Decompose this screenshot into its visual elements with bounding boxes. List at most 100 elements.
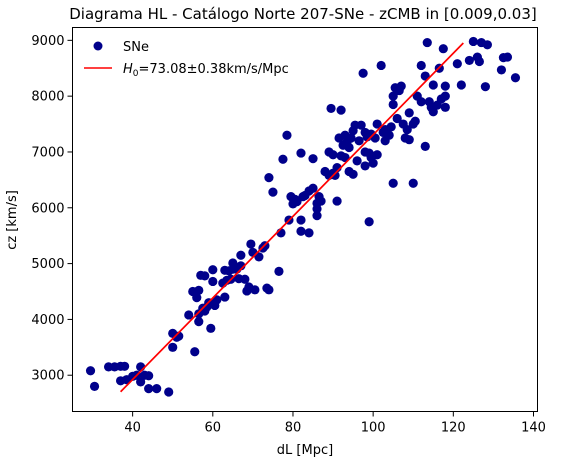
legend-marker-sne bbox=[93, 41, 103, 51]
sne-point bbox=[328, 150, 338, 160]
sne-point bbox=[388, 91, 398, 101]
sne-point bbox=[326, 103, 336, 114]
sne-point bbox=[264, 173, 274, 183]
sne-point bbox=[416, 97, 426, 107]
sne-point bbox=[404, 135, 414, 145]
axis-ticks: 40 60 80 100 120 140 3000 4000 5000 6000 7000 8000 9… bbox=[31, 34, 545, 436]
sne-point bbox=[420, 141, 430, 151]
y-tick-label: 5000 bbox=[31, 257, 64, 272]
sne-point bbox=[346, 133, 356, 143]
x-tick-label: 60 bbox=[205, 421, 222, 436]
sne-point bbox=[440, 81, 450, 91]
sne-point bbox=[296, 226, 306, 236]
sne-point bbox=[208, 265, 218, 275]
sne-point bbox=[388, 99, 398, 110]
sne-point bbox=[416, 60, 426, 71]
sne-point bbox=[368, 158, 378, 168]
sne-point bbox=[296, 148, 306, 158]
sne-point bbox=[250, 285, 260, 295]
sne-point bbox=[194, 317, 204, 327]
sne-point bbox=[194, 285, 204, 295]
sne-point bbox=[85, 366, 96, 376]
sne-point bbox=[296, 215, 306, 225]
sne-point bbox=[144, 371, 154, 381]
sne-point bbox=[312, 204, 322, 214]
sne-point bbox=[386, 122, 396, 132]
sne-point bbox=[152, 384, 162, 394]
y-tick-label: 6000 bbox=[31, 201, 64, 216]
sne-point bbox=[402, 125, 412, 135]
sne-point bbox=[330, 170, 340, 181]
sne-point bbox=[364, 217, 374, 227]
sne-point bbox=[370, 133, 380, 143]
sne-point bbox=[308, 154, 318, 164]
sne-point bbox=[200, 271, 210, 281]
sne-point bbox=[464, 55, 474, 66]
sne-point bbox=[274, 266, 284, 277]
sne-point bbox=[144, 384, 154, 394]
x-tick-label: 100 bbox=[361, 421, 386, 436]
sne-point bbox=[212, 295, 222, 305]
sne-point bbox=[348, 169, 358, 179]
x-tick-label: 80 bbox=[285, 421, 302, 436]
legend-box bbox=[78, 33, 310, 85]
y-tick-label: 4000 bbox=[31, 313, 64, 328]
sne-point bbox=[120, 361, 130, 371]
sne-point bbox=[282, 130, 292, 140]
sne-point bbox=[456, 80, 466, 90]
sne-point bbox=[404, 108, 414, 118]
sne-point bbox=[89, 381, 100, 391]
legend-label-fit-sub: 0 bbox=[133, 69, 139, 79]
sne-point bbox=[356, 120, 366, 130]
legend-label-sne: SNe bbox=[123, 40, 149, 55]
sne-point bbox=[428, 107, 438, 117]
sne-point bbox=[192, 293, 202, 303]
sne-point bbox=[308, 183, 318, 193]
x-tick-label: 120 bbox=[441, 421, 466, 436]
fit-line-group bbox=[119, 42, 464, 393]
sne-point bbox=[316, 196, 326, 206]
sne-point bbox=[474, 56, 484, 67]
plot-frame bbox=[72, 27, 538, 412]
sne-point bbox=[190, 347, 200, 357]
sne-point bbox=[422, 37, 432, 48]
legend-label-fit: H0=73.08±0.38km/s/Mpc bbox=[123, 62, 289, 79]
sne-point bbox=[384, 130, 394, 140]
sne-point bbox=[344, 142, 354, 153]
sne-point bbox=[264, 285, 274, 295]
y-tick-label: 9000 bbox=[31, 34, 64, 49]
y-tick-label: 7000 bbox=[31, 145, 64, 160]
sne-point bbox=[312, 210, 322, 221]
y-tick-label: 3000 bbox=[31, 369, 64, 384]
sne-point bbox=[358, 68, 368, 78]
sne-point bbox=[332, 196, 342, 206]
legend-label-fit-rest: =73.08±0.38km/s/Mpc bbox=[139, 62, 289, 77]
hubble-fit-line bbox=[119, 42, 464, 393]
sne-point bbox=[220, 292, 230, 302]
sne-point bbox=[240, 274, 250, 284]
sne-point bbox=[396, 81, 406, 91]
sne-point bbox=[304, 228, 314, 238]
sne-point bbox=[206, 323, 216, 333]
legend-label-fit-main: H bbox=[123, 62, 133, 77]
sne-point bbox=[482, 40, 492, 50]
sne-point bbox=[354, 136, 364, 146]
sne-point bbox=[184, 310, 194, 320]
sne-point bbox=[236, 250, 246, 260]
sne-point bbox=[502, 52, 513, 62]
sne-point bbox=[164, 387, 174, 397]
sne-point bbox=[428, 80, 438, 90]
sne-point bbox=[468, 36, 478, 47]
legend: SNe H0=73.08±0.38km/s/Mpc bbox=[78, 33, 310, 85]
sne-point bbox=[336, 105, 346, 115]
sne-point bbox=[408, 178, 418, 188]
sne-point bbox=[496, 65, 507, 75]
sne-point bbox=[480, 82, 490, 92]
sne-point bbox=[410, 116, 420, 126]
sne-point bbox=[254, 252, 264, 262]
sne-point bbox=[438, 44, 448, 54]
sne-point bbox=[246, 239, 256, 249]
data-points bbox=[85, 36, 521, 397]
sne-point bbox=[388, 178, 398, 188]
